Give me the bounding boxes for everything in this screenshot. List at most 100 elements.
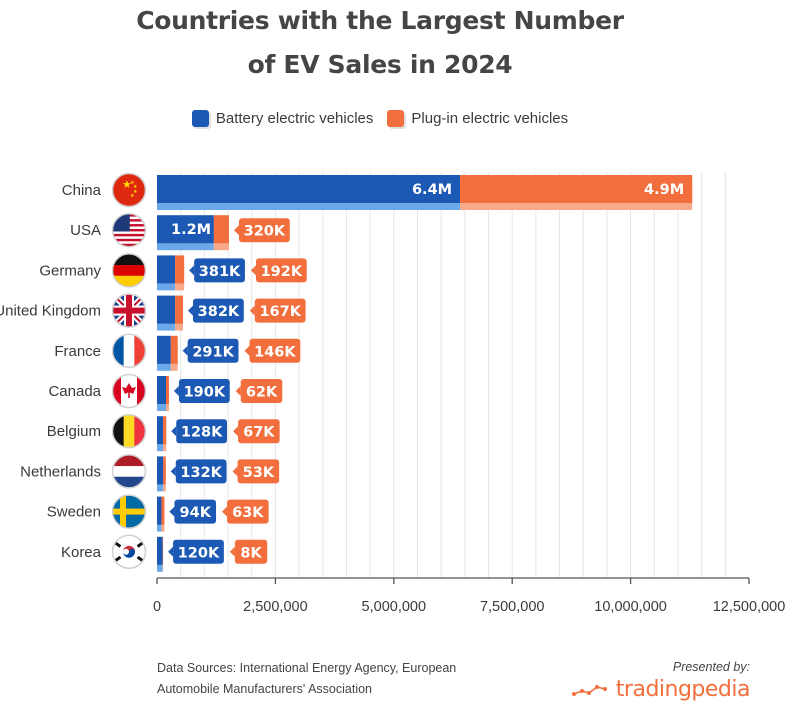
svg-text:★: ★ (122, 179, 132, 191)
value-label-bev-pointer (189, 265, 195, 276)
bar-phev (165, 376, 169, 404)
value-label-phev-bg (240, 379, 283, 403)
value-label-phev: 167K (259, 304, 301, 320)
value-label-phev: 4.9M (644, 182, 684, 198)
value-label-bev: 128K (181, 425, 223, 441)
value-label-bev-bg (178, 379, 230, 403)
value-label-bev: 6.4M (412, 182, 452, 198)
bar-bev (157, 456, 164, 485)
value-label-phev: 320K (244, 224, 286, 240)
value-label-phev-bg (249, 338, 301, 363)
value-label-phev: 192K (261, 264, 303, 280)
value-label-phev-bg (254, 298, 306, 323)
value-label-phev-bg (234, 539, 268, 564)
value-label-bev-bg (175, 459, 227, 484)
value-label-phev-bg (255, 258, 307, 283)
bar-phev (213, 215, 229, 244)
value-label-bev: 94K (180, 505, 212, 521)
category-label: United Kingdom (0, 303, 101, 320)
value-label-phev: 146K (254, 344, 296, 360)
category-label: Belgium (47, 423, 101, 440)
value-label-phev-pointer (244, 345, 250, 356)
legend-label-bev: Battery electric vehicles (215, 110, 374, 127)
svg-text:★: ★ (133, 184, 138, 190)
value-label-bev-bg (194, 258, 245, 283)
bar-phev (163, 456, 166, 485)
bar-bev (157, 215, 214, 244)
value-label-phev: 63K (232, 505, 264, 521)
value-label-bev: 381K (199, 264, 241, 280)
category-label: Korea (61, 544, 102, 561)
value-label-phev-pointer (233, 225, 239, 236)
value-label-phev-pointer (232, 466, 238, 477)
value-label-bev: 382K (198, 304, 240, 320)
bar-phev (161, 496, 165, 525)
data-sources: Data Sources: International Energy Agenc… (157, 658, 456, 700)
value-label-phev-pointer (249, 305, 255, 316)
korea-flag-icon (111, 534, 147, 570)
bar-bev (157, 416, 164, 445)
value-label-bev: 120K (178, 545, 220, 561)
legend: Battery electric vehicles Plug-in electr… (0, 110, 760, 127)
value-label-phev-bg (237, 459, 280, 484)
brand-name: tradingpedia (615, 677, 751, 702)
sweden-flag-icon (111, 494, 147, 529)
bar-bev (157, 335, 171, 364)
value-label-bev-pointer (188, 305, 194, 316)
category-label: Netherlands (20, 463, 101, 480)
value-label-bev-bg (187, 338, 239, 363)
value-label-bev: 291K (192, 344, 234, 360)
value-label-phev-bg (238, 419, 280, 444)
legend-swatch-bev (191, 110, 209, 127)
presented-by: Presented by: (672, 660, 750, 674)
brand-logo: tradingpedia (571, 677, 751, 702)
x-tick-label: 0 (153, 599, 161, 615)
bar-phev (170, 335, 178, 364)
bar-phev (175, 255, 185, 284)
category-label: Germany (39, 262, 101, 279)
category-label: China (62, 182, 102, 199)
value-label-phev: 8K (240, 545, 262, 561)
x-tick-label: 5,000,000 (362, 599, 427, 615)
svg-text:★: ★ (130, 193, 135, 199)
value-label-bev-pointer (171, 426, 177, 437)
svg-text:★: ★ (133, 189, 138, 195)
value-label-bev: 1.2M (171, 222, 211, 238)
bar-phev (460, 175, 693, 203)
belgium-flag-icon (111, 413, 147, 449)
x-tick-label: 12,500,000 (713, 599, 786, 615)
x-tick-label: 2,500,000 (243, 599, 308, 615)
category-label: France (54, 343, 101, 360)
china-flag-icon: ★★★★★ (111, 172, 147, 208)
category-label: Canada (48, 383, 101, 400)
category-label: USA (70, 222, 101, 239)
bar-phev (175, 295, 184, 324)
value-label-phev-pointer (250, 265, 256, 276)
value-label-bev: 132K (180, 465, 222, 481)
value-label-bev-bg (176, 419, 228, 444)
bar-bev (157, 295, 176, 324)
x-tick-label: 10,000,000 (594, 599, 667, 615)
value-label-bev-bg (193, 298, 244, 323)
netherlands-flag-icon (111, 454, 147, 489)
canada-flag-icon (111, 373, 147, 409)
value-label-phev: 67K (243, 425, 275, 441)
sources-line-2: Automobile Manufacturers' Association (157, 682, 372, 696)
value-label-phev: 53K (243, 465, 275, 481)
bar-bev (157, 496, 162, 525)
value-label-bev-pointer (170, 466, 176, 477)
legend-item-phev: Plug-in electric vehicles (387, 110, 568, 127)
uk-flag-icon (111, 293, 147, 328)
category-label: Sweden (47, 504, 101, 521)
legend-label-phev: Plug-in electric vehicles (411, 110, 569, 127)
germany-flag-icon (111, 253, 147, 288)
value-label-bev-bg (174, 499, 217, 524)
chart-title-line-1: Countries with the Largest Number (136, 6, 624, 35)
value-label-bev-pointer (168, 546, 174, 557)
value-label-phev-pointer (222, 506, 228, 517)
value-label-phev-pointer (235, 386, 241, 396)
bar-bev (157, 255, 176, 284)
svg-text:★: ★ (130, 180, 135, 186)
value-label-phev-pointer (233, 426, 239, 437)
value-label-bev-pointer (182, 345, 188, 356)
